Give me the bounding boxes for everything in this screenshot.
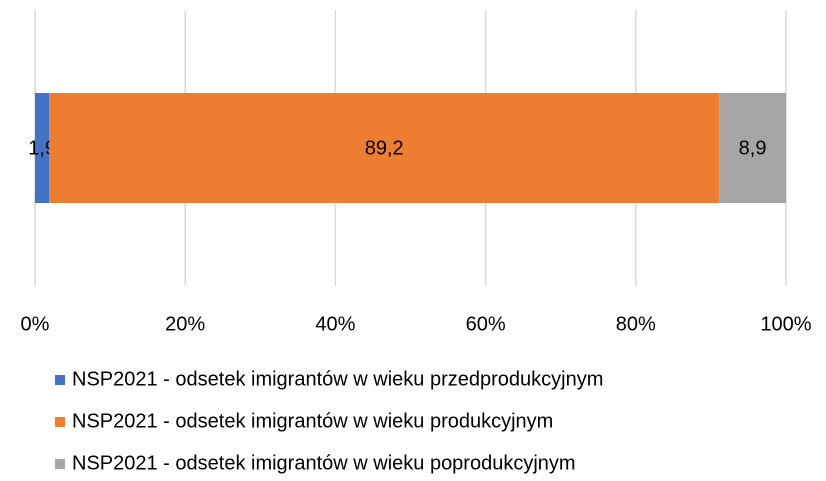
legend-label: NSP2021 - odsetek imigrantów w wieku prz… <box>72 368 603 390</box>
bar-segment <box>49 93 720 203</box>
data-label: 89,2 <box>365 137 404 159</box>
legend-swatch <box>55 417 65 427</box>
legend-swatch <box>55 375 65 385</box>
x-tick-label: 80% <box>616 313 656 335</box>
bar-segment <box>719 93 786 203</box>
data-label: 8,9 <box>739 137 767 159</box>
legend-swatch <box>55 459 65 469</box>
x-tick-label: 100% <box>760 313 811 335</box>
legend-label: NSP2021 - odsetek imigrantów w wieku pop… <box>72 452 576 474</box>
x-tick-label: 40% <box>315 313 355 335</box>
x-tick-label: 20% <box>165 313 205 335</box>
x-tick-label: 0% <box>21 313 50 335</box>
legend-label: NSP2021 - odsetek imigrantów w wieku pro… <box>72 410 553 432</box>
x-tick-label: 60% <box>466 313 506 335</box>
data-label: 1,9 <box>28 137 56 159</box>
bar-segment <box>35 93 50 203</box>
